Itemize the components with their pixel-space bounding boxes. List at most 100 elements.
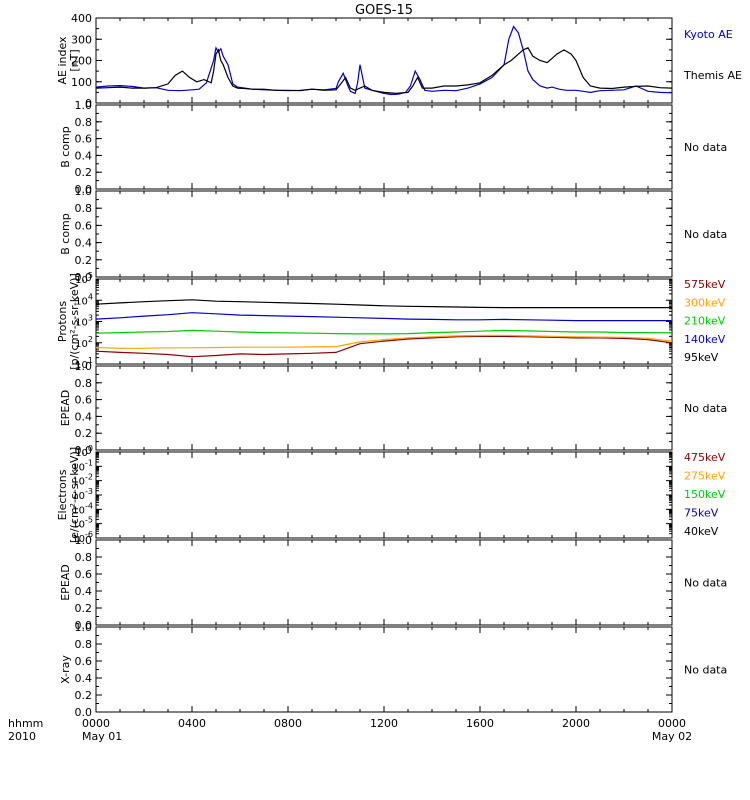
y-tick-label: 10-1 bbox=[72, 458, 93, 473]
y-tick-label: 400 bbox=[71, 12, 92, 25]
y-tick-label: 1.0 bbox=[75, 360, 93, 373]
legend-entry: 75keV bbox=[684, 507, 719, 520]
y-tick-label: 0.4 bbox=[75, 585, 93, 598]
y-tick-label: 102 bbox=[75, 335, 93, 350]
y-axis-label-line1: Protons bbox=[56, 301, 69, 342]
y-tick-label: 0.0 bbox=[75, 183, 93, 196]
y-tick-label: 103 bbox=[75, 314, 93, 329]
y-axis-label-line2: [nT] bbox=[68, 49, 81, 71]
y-tick-label: 0.0 bbox=[75, 271, 93, 284]
legend-entry: 150keV bbox=[684, 488, 726, 501]
series-line-575kev bbox=[95, 335, 673, 358]
y-tick-label: 0.2 bbox=[75, 254, 93, 267]
y-tick-label: 10-4 bbox=[72, 501, 93, 516]
panel-frame bbox=[95, 278, 673, 365]
series-line-300kev bbox=[95, 334, 673, 349]
y-tick-label: 0.4 bbox=[75, 237, 93, 250]
y-tick-label: 0.6 bbox=[75, 394, 93, 407]
y-tick-label: 0.0 bbox=[75, 619, 93, 632]
panel-b2: B comp 0.0 0.2 0.4 0.6 0.8 1.0 No data bbox=[59, 185, 727, 284]
legend-entry: Kyoto AE bbox=[684, 28, 733, 41]
y-axis-label: X-ray bbox=[59, 655, 72, 684]
y-tick-label: 104 bbox=[75, 292, 93, 307]
panel-frame bbox=[95, 626, 673, 713]
y-axis-label-line1: Electrons bbox=[56, 469, 69, 520]
panel-frame bbox=[95, 190, 673, 278]
y-tick-label: 0.6 bbox=[75, 219, 93, 232]
y-tick-label: 0.4 bbox=[75, 672, 93, 685]
panel-frame bbox=[95, 104, 673, 190]
legend-entry: 275keV bbox=[684, 470, 726, 483]
y-tick-label: 105 bbox=[75, 271, 93, 286]
no-data-label: No data bbox=[684, 577, 727, 590]
x-tick-label: 0800 bbox=[274, 717, 302, 730]
legend-entry: 40keV bbox=[684, 525, 719, 538]
y-tick-label: 1.0 bbox=[75, 621, 93, 634]
legend-entry: 300keV bbox=[684, 296, 726, 309]
panel-ae: AE index [nT] 0 100 200 300 400 Kyoto AE Themis … bbox=[56, 12, 742, 110]
panel-electrons: Electrons [e/(cm²-s-sr-keV)]10010-110-210… bbox=[56, 444, 726, 545]
y-tick-label: 0.4 bbox=[75, 149, 93, 162]
y-tick-label: 0.6 bbox=[75, 568, 93, 581]
series-line-kyoto-ae bbox=[95, 25, 673, 96]
panels-group: AE index [nT] 0 100 200 300 400 Kyoto AE Themis … bbox=[56, 12, 742, 719]
y-axis-label: Electrons [e/(cm²-s-sr-keV)] bbox=[56, 447, 81, 543]
y-tick-label: 100 bbox=[71, 76, 92, 89]
y-tick-label: 0.0 bbox=[75, 444, 93, 457]
x-tick-label: 1200 bbox=[370, 717, 398, 730]
y-axis-label: EPEAD bbox=[59, 564, 72, 601]
no-data-label: No data bbox=[684, 141, 727, 154]
y-axis-label-line2: [e/(cm²-s-sr-keV)] bbox=[68, 447, 81, 543]
x-tick-label: 1600 bbox=[466, 717, 494, 730]
y-tick-label: 1.0 bbox=[75, 534, 93, 547]
y-tick-label: 0.4 bbox=[75, 410, 93, 423]
no-data-label: No data bbox=[684, 402, 727, 415]
y-axis-label: AE index [nT] bbox=[56, 36, 81, 85]
y-tick-label: 0.6 bbox=[75, 655, 93, 668]
x-tick-label: 0000 bbox=[658, 717, 686, 730]
legend-entry: 140keV bbox=[684, 333, 726, 346]
y-axis-label: EPEAD bbox=[59, 390, 72, 427]
panel-protons: Protons [p/(cm²-s-sr-keV)]101 102 103 104 105… bbox=[56, 271, 726, 371]
y-tick-label: 10-2 bbox=[72, 473, 93, 488]
x-tick-label: 2000 bbox=[562, 717, 590, 730]
y-axis-label: B comp bbox=[59, 126, 72, 168]
y-tick-label: 0.8 bbox=[75, 116, 93, 129]
y-axis-label-line2: [p/(cm²-s-sr-keV)] bbox=[68, 273, 81, 370]
y-axis-label-text: B comp bbox=[59, 213, 72, 255]
no-data-label: No data bbox=[684, 228, 727, 241]
y-axis-label-line1: AE index bbox=[56, 36, 69, 85]
y-tick-label: 0.2 bbox=[75, 427, 93, 440]
y-tick-label: 0.8 bbox=[75, 377, 93, 390]
series-line-210kev bbox=[95, 329, 673, 335]
y-tick-label: 300 bbox=[71, 33, 92, 46]
y-tick-label: 1.0 bbox=[75, 99, 93, 112]
x-tick-date: May 01 bbox=[82, 730, 122, 743]
y-tick-label: 100 bbox=[75, 444, 93, 459]
panel-xray: X-ray 0.0 0.2 0.4 0.6 0.8 1.0 No data bbox=[59, 621, 727, 719]
y-axis-label: Protons [p/(cm²-s-sr-keV)] bbox=[56, 273, 81, 370]
panel-frame bbox=[95, 451, 673, 539]
x-tick-label: 0000 bbox=[82, 717, 110, 730]
y-tick-label: 10-6 bbox=[72, 530, 93, 545]
legend-entry: Themis AE bbox=[683, 69, 742, 82]
y-tick-label: 0.8 bbox=[75, 551, 93, 564]
panel-epead2: EPEAD 0.0 0.2 0.4 0.6 0.8 1.0 No data bbox=[59, 534, 727, 632]
legend-entry: 210keV bbox=[684, 315, 726, 328]
y-tick-label: 0.2 bbox=[75, 166, 93, 179]
y-axis-label-text: EPEAD bbox=[59, 564, 72, 601]
figure-title: GOES-15 bbox=[355, 3, 413, 18]
x-tick-date: May 02 bbox=[652, 730, 692, 743]
y-tick-label: 0.6 bbox=[75, 133, 93, 146]
y-tick-label: 0 bbox=[85, 97, 92, 110]
y-tick-label: 0.2 bbox=[75, 689, 93, 702]
y-tick-label: 0.2 bbox=[75, 602, 93, 615]
legend-entry: 575keV bbox=[684, 278, 726, 291]
y-tick-label: 101 bbox=[75, 356, 93, 371]
y-tick-label: 1.0 bbox=[75, 185, 93, 198]
x-tick-label: 0400 bbox=[178, 717, 206, 730]
y-tick-label: 10-3 bbox=[72, 487, 93, 502]
series-line-95kev bbox=[95, 299, 672, 309]
